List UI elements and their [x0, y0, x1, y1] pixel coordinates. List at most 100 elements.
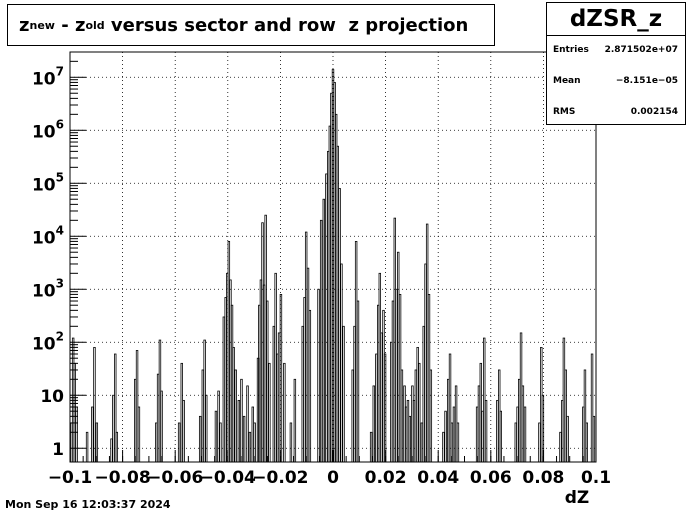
- histogram-spike: [338, 188, 341, 463]
- grid-lines: [69, 52, 597, 462]
- histogram-spike: [232, 346, 235, 463]
- histogram-spike: [266, 300, 269, 463]
- histogram-spike: [400, 369, 404, 463]
- histogram-spike: [289, 422, 293, 463]
- histogram-spike: [412, 399, 416, 463]
- histogram-spike: [317, 288, 320, 463]
- stats-row-mean: Mean −8.151e−05: [553, 76, 678, 86]
- histogram-spike: [277, 332, 281, 463]
- histogram-spike: [182, 399, 185, 463]
- x-tick-label: −0.04: [200, 468, 256, 488]
- histogram-spike: [483, 337, 486, 463]
- histogram-spike: [391, 300, 395, 463]
- histogram-spike: [322, 198, 325, 463]
- histogram-spike: [477, 385, 481, 463]
- y-tick-label: 1: [52, 440, 64, 460]
- histogram-spike: [242, 415, 246, 463]
- stats-mean-label: Mean: [553, 76, 581, 86]
- histogram-spike: [214, 410, 218, 463]
- histogram-spike: [198, 415, 202, 463]
- histogram-spike: [246, 385, 249, 463]
- histogram-spike: [446, 378, 450, 463]
- histogram-spike: [538, 422, 541, 463]
- histogram-spike: [592, 415, 596, 463]
- histogram-spike: [340, 263, 343, 463]
- histogram-spike: [268, 362, 271, 463]
- title-sub-old: old: [85, 18, 105, 32]
- stats-histogram-name: dZSR_z: [547, 3, 685, 36]
- title-z: z: [19, 14, 30, 36]
- y-tick-label: 10: [40, 387, 64, 407]
- title-sub-new: new: [29, 18, 55, 32]
- histogram-spike: [378, 272, 382, 463]
- x-tick-label: 0: [327, 468, 339, 488]
- histogram-spike: [91, 406, 94, 463]
- histogram-spike: [237, 399, 241, 463]
- histogram-spike: [248, 431, 252, 463]
- histogram-spike: [583, 369, 587, 463]
- histogram-spike: [134, 378, 137, 463]
- histogram-spike: [414, 369, 418, 463]
- histogram-spike: [481, 410, 484, 463]
- histogram-spike: [562, 337, 566, 463]
- histogram-spike: [454, 385, 458, 463]
- histogram-spike: [306, 267, 310, 463]
- stats-rms-label: RMS: [553, 107, 576, 117]
- histogram-spike: [251, 406, 254, 463]
- histogram-spike: [112, 394, 115, 463]
- histogram-spike: [351, 369, 354, 463]
- histogram-spike: [160, 390, 163, 463]
- x-tick-label: −0.02: [252, 468, 308, 488]
- title-minus-z: - z: [54, 14, 86, 36]
- histogram-bars: [70, 69, 596, 463]
- histogram-spike: [115, 431, 119, 463]
- histogram-spike: [110, 438, 113, 463]
- histogram-spike: [70, 422, 73, 463]
- x-axis-label: dZ: [565, 488, 590, 508]
- histogram-spike: [276, 353, 279, 463]
- x-tick-label: −0.08: [94, 468, 150, 488]
- histogram-spike: [519, 332, 523, 463]
- axes: −0.1 −0.08−0.06−0.04−0.02 0 0.02 0.04 0.06 0.0…: [32, 51, 611, 488]
- histogram-spike: [85, 431, 89, 463]
- x-tick-label: −0.06: [147, 468, 203, 488]
- x-tick-label: 0.04: [417, 468, 459, 488]
- x-tick-label: −0.1: [48, 468, 92, 488]
- histogram-spike: [75, 406, 78, 463]
- histogram-spike: [499, 410, 502, 463]
- histogram-spike: [319, 219, 323, 463]
- histogram-spike: [456, 422, 460, 463]
- histogram-spike: [496, 399, 499, 463]
- stats-box: dZSR_z Entries 2.871502e+07 Mean −8.151e…: [546, 2, 686, 125]
- x-tick-label: 0.02: [365, 468, 407, 488]
- histogram-spike: [564, 369, 567, 463]
- histogram-spike: [425, 223, 429, 463]
- x-tick-label: 0.06: [470, 468, 512, 488]
- histogram-spike: [393, 217, 397, 463]
- histogram-spike: [234, 369, 237, 463]
- histogram-spike: [369, 431, 373, 463]
- histogram-spike: [559, 431, 562, 463]
- histogram-spike: [279, 293, 283, 463]
- stats-row-rms: RMS 0.002154: [553, 107, 678, 117]
- histogram-spike: [442, 431, 445, 463]
- histogram-spike: [397, 251, 400, 463]
- histogram-spike: [406, 399, 410, 463]
- histogram-spike: [240, 378, 243, 463]
- histogram-spike: [177, 422, 181, 463]
- histogram-spike: [205, 394, 208, 463]
- histogram-spike: [420, 422, 424, 463]
- histogram-spike: [404, 406, 408, 463]
- title-rest: versus sector and row z projection: [104, 14, 469, 36]
- x-tick-label: 0.1: [581, 468, 611, 488]
- histogram-spike: [137, 406, 141, 463]
- y-tick-label: 105: [32, 170, 64, 195]
- x-tick-label: 0.08: [522, 468, 564, 488]
- histogram-spike: [452, 406, 456, 463]
- histogram-spike: [222, 316, 226, 463]
- histogram-spike: [272, 325, 276, 463]
- histogram-spike: [383, 353, 387, 463]
- histogram-spike: [135, 350, 139, 463]
- histogram-spike: [380, 332, 383, 463]
- histogram-spike: [422, 325, 425, 463]
